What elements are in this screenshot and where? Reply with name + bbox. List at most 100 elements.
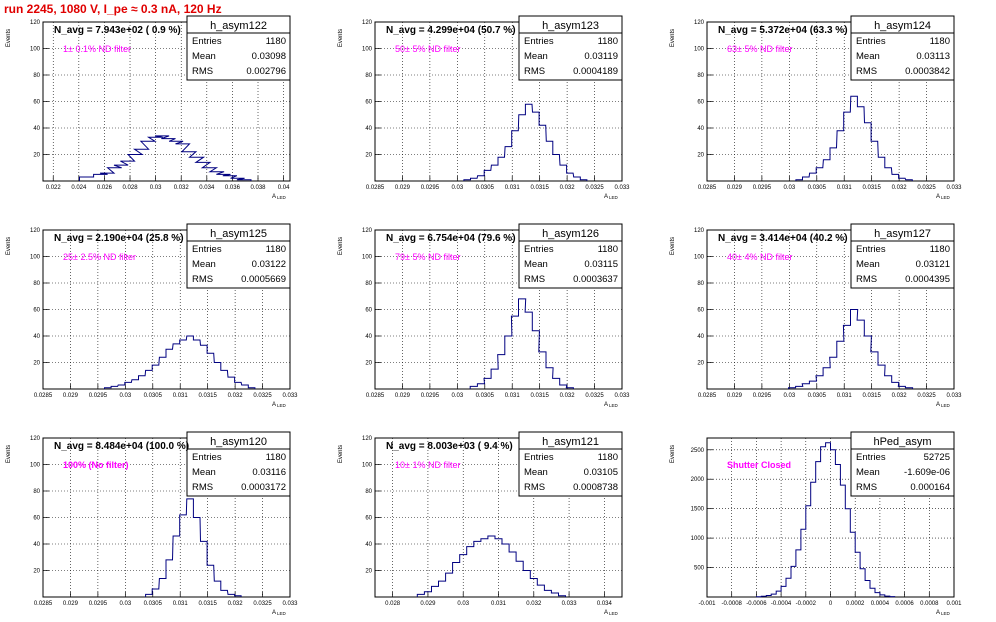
y-tick-label: 80 — [697, 73, 704, 79]
y-tick-label: 60 — [33, 100, 40, 106]
x-tick-label: 0.0325 — [917, 393, 936, 399]
x-axis-label: ALED — [936, 194, 951, 200]
y-tick-label: 120 — [362, 20, 373, 26]
x-axis-label-subscript: LED — [941, 611, 951, 616]
x-tick-label: 0.0285 — [34, 393, 53, 399]
x-tick-label: 0.0295 — [421, 393, 440, 399]
y-axis-label: Events — [338, 29, 344, 47]
histogram-pad: 0.0285 0.029 0.0295 0.03 0.0305 0.031 0.0315 0.… — [670, 223, 962, 408]
y-tick-label: 40 — [697, 334, 704, 340]
stats-key: Entries — [192, 244, 222, 255]
y-axis-label: Events — [670, 29, 676, 47]
stats-value: 1180 — [930, 36, 950, 47]
y-tick-label: 20 — [697, 153, 704, 159]
x-tick-label: 0.032 — [228, 601, 244, 607]
filter-label: Shutter Closed — [727, 460, 791, 470]
y-tick-label: 120 — [30, 436, 41, 442]
x-tick-label: 0.0285 — [366, 185, 385, 191]
stats-histogram-name: h_asym121 — [542, 436, 599, 448]
stats-histogram-name: hPed_asym — [873, 436, 931, 448]
x-tick-label: 0.033 — [946, 393, 962, 399]
x-axis-label: ALED — [272, 402, 287, 408]
x-tick-label: 0.033 — [282, 393, 298, 399]
x-tick-label: 0.0295 — [421, 185, 440, 191]
y-tick-label: 80 — [697, 281, 704, 287]
filter-label: 63± 5% ND filter — [727, 44, 792, 54]
x-tick-label: 0.0325 — [917, 185, 936, 191]
stats-value: 0.03122 — [252, 259, 286, 270]
x-tick-label: 0.0295 — [753, 185, 772, 191]
histogram-pad: 0.0285 0.029 0.0295 0.03 0.0305 0.031 0.0315 0.… — [670, 15, 962, 200]
x-axis-label-subscript: LED — [609, 611, 619, 616]
stats-value: 0.002796 — [246, 66, 286, 77]
x-axis-label: ALED — [936, 610, 951, 616]
x-tick-label: 0.04 — [278, 185, 290, 191]
x-tick-label: 0.033 — [946, 185, 962, 191]
stats-key: RMS — [524, 482, 545, 493]
filter-label: 40± 4% ND filter — [727, 252, 792, 262]
x-tick-label: 0.038 — [250, 185, 266, 191]
stats-value: 1180 — [598, 452, 618, 463]
x-tick-label: 0.033 — [614, 185, 630, 191]
y-tick-label: 1000 — [691, 536, 705, 542]
x-tick-label: 0.0325 — [585, 185, 604, 191]
stats-box — [850, 448, 955, 497]
y-tick-label: 2000 — [691, 477, 705, 483]
y-tick-label: 100 — [30, 463, 41, 469]
histogram-series — [79, 135, 252, 181]
y-axis-label: Events — [338, 445, 344, 463]
x-tick-label: 0.031 — [505, 185, 521, 191]
y-tick-label: 40 — [365, 334, 372, 340]
histogram-series — [463, 103, 588, 181]
y-tick-label: 100 — [362, 255, 373, 261]
x-tick-label: 0.032 — [560, 185, 576, 191]
x-tick-label: 0.028 — [385, 601, 401, 607]
x-axis-label: ALED — [604, 610, 619, 616]
x-axis-label: ALED — [604, 194, 619, 200]
y-tick-label: 100 — [362, 463, 373, 469]
stats-value: 0.03105 — [584, 467, 618, 478]
stats-histogram-name: h_asym127 — [874, 228, 931, 240]
y-tick-label: 2500 — [691, 448, 705, 454]
navg-label: N_avg = 3.414e+04 (40.2 %) — [718, 233, 848, 244]
stats-key: Mean — [524, 467, 548, 478]
stats-key: Mean — [856, 467, 880, 478]
stats-key: Mean — [192, 259, 216, 270]
histogram-series — [788, 309, 914, 389]
x-tick-label: 0.029 — [63, 601, 79, 607]
histogram-pad: -0.001 -0.0008 -0.0006 -0.0004 -0.0002 0 0.000… — [670, 431, 962, 616]
x-tick-label: 0.024 — [71, 185, 87, 191]
x-tick-label: 0.03 — [457, 601, 469, 607]
stats-key: RMS — [192, 274, 213, 285]
y-tick-label: 20 — [697, 361, 704, 367]
y-tick-label: 1500 — [691, 507, 705, 513]
y-tick-label: 120 — [30, 228, 41, 234]
stats-value: 0.0004395 — [905, 274, 950, 285]
navg-label: N_avg = 5.372e+04 (63.3 %) — [718, 25, 848, 36]
filter-label: 100% (No filter) — [63, 460, 129, 470]
x-axis-label-subscript: LED — [941, 195, 951, 200]
x-tick-label: 0.031 — [491, 601, 507, 607]
y-tick-label: 500 — [694, 566, 705, 572]
x-tick-label: 0.032 — [892, 185, 908, 191]
x-tick-label: 0.032 — [560, 393, 576, 399]
stats-key: Entries — [524, 452, 554, 463]
x-tick-label: 0.032 — [526, 601, 542, 607]
x-tick-label: 0.0002 — [846, 601, 865, 607]
stats-value: 0.03098 — [252, 51, 286, 62]
x-tick-label: 0.0325 — [585, 393, 604, 399]
stats-value: 0.03119 — [584, 51, 618, 62]
x-tick-label: 0.0285 — [34, 601, 53, 607]
stats-value: 0.03115 — [584, 259, 618, 270]
x-tick-label: -0.001 — [698, 601, 716, 607]
y-tick-label: 100 — [694, 255, 705, 261]
stats-box — [518, 448, 623, 497]
filter-label: 25± 2.5% ND filter — [63, 252, 136, 262]
stats-value: 1180 — [266, 36, 286, 47]
y-tick-label: 120 — [694, 20, 705, 26]
x-tick-label: 0.036 — [225, 185, 241, 191]
y-axis-label: Events — [670, 445, 676, 463]
y-tick-label: 40 — [365, 542, 372, 548]
x-tick-label: 0.026 — [97, 185, 113, 191]
x-tick-label: 0.03 — [783, 393, 795, 399]
